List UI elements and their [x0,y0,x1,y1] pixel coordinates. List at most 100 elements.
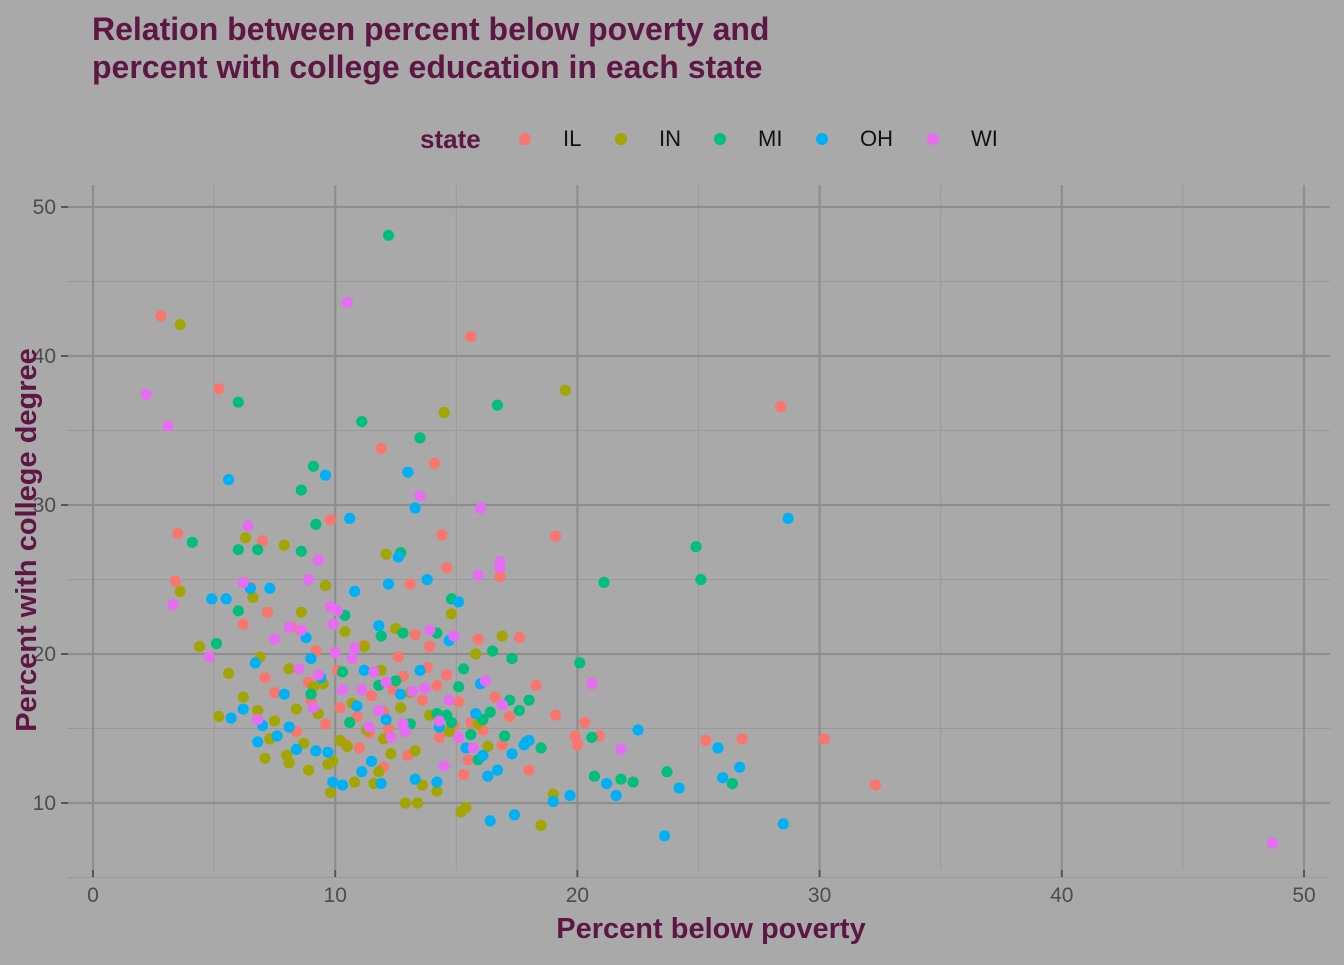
data-point-il [237,618,249,630]
data-point-in [399,797,411,809]
data-point-oh [336,779,349,791]
data-point-mi [574,657,586,669]
data-point-oh [351,700,363,712]
data-point-in [460,801,472,814]
data-point-oh [322,746,334,758]
data-point-il [382,722,395,735]
data-point-oh [564,789,576,802]
data-point-in [281,749,293,761]
data-point-il [775,401,787,413]
data-point-wi [303,573,315,586]
data-point-wi [332,605,344,617]
data-point-oh [225,712,237,724]
data-point-il [441,669,453,681]
data-point-oh [421,573,433,586]
data-point-in [174,585,186,598]
data-point-in [339,626,351,638]
legend-key-in [615,133,627,145]
data-point-mi [491,399,504,411]
data-point-oh [491,764,504,776]
data-point-mi [232,396,244,408]
data-point-in [319,579,332,592]
data-point-oh [373,620,385,632]
legend-label-in: IN [659,126,681,151]
data-point-wi [327,618,339,630]
legend-label-mi: MI [758,126,782,151]
data-point-in [259,752,271,764]
data-point-mi [356,416,368,428]
data-point-mi [484,706,496,718]
data-point-wi [368,666,380,678]
data-point-wi [252,714,264,726]
data-point-oh [395,688,407,700]
data-point-oh [220,593,232,605]
data-point-mi [252,544,264,556]
data-point-oh [344,512,356,525]
data-point-wi [615,743,627,756]
legend: state IL IN MI OH WI [420,124,998,154]
x-tick-label: 10 [324,884,347,907]
data-point-in [482,740,494,753]
data-point-oh [305,652,317,665]
data-point-il [504,711,516,723]
data-point-wi [307,702,319,714]
x-tick-label: 30 [808,884,831,907]
data-point-oh [380,714,392,726]
data-point-wi [494,562,506,574]
data-point-il [416,694,428,706]
data-point-wi [419,682,431,694]
data-point-il [433,731,445,744]
data-point-in [496,630,508,642]
data-point-wi [373,705,385,717]
data-point-il [550,709,562,721]
data-point-il [213,383,225,395]
data-point-oh [327,776,339,788]
data-point-in [278,539,290,551]
data-point-oh [271,730,283,742]
data-point-il [465,331,477,343]
data-point-in [240,532,252,544]
data-point-wi [203,651,215,663]
data-point-il [579,716,591,729]
y-tick-label: 30 [33,494,56,517]
data-point-in [334,734,346,747]
data-point-oh [365,755,378,767]
data-point-in [295,606,307,618]
data-point-in [174,319,186,331]
data-point-wi [448,630,460,642]
data-point-il [700,734,712,747]
data-point-il [428,457,441,469]
x-tick-label: 50 [1292,884,1315,907]
data-point-oh [673,782,685,794]
data-point-wi [336,684,349,696]
data-point-wi [453,731,465,744]
data-point-il [569,730,581,742]
data-point-in [409,745,421,757]
x-tick-label: 0 [87,884,99,907]
data-point-oh [484,815,496,827]
data-point-oh [249,657,261,669]
data-point-mi [336,666,349,678]
data-point-mi [295,484,307,496]
data-point-wi [479,675,491,687]
data-point-wi [399,725,411,738]
data-point-oh [477,749,489,761]
data-point-oh [414,664,426,677]
data-point-il [436,529,448,541]
data-point-wi [237,576,249,589]
y-tick-label: 10 [33,792,56,815]
data-point-oh [278,688,290,700]
data-point-in [373,766,385,778]
data-point-wi [293,663,305,675]
data-point-in [395,702,407,714]
data-point-oh [777,818,789,830]
data-point-il [736,733,748,745]
data-point-il [453,696,465,708]
data-point-wi [363,721,375,733]
data-point-in [380,548,392,560]
data-point-in [324,787,336,799]
data-point-oh [402,466,414,478]
data-point-oh [290,743,302,756]
